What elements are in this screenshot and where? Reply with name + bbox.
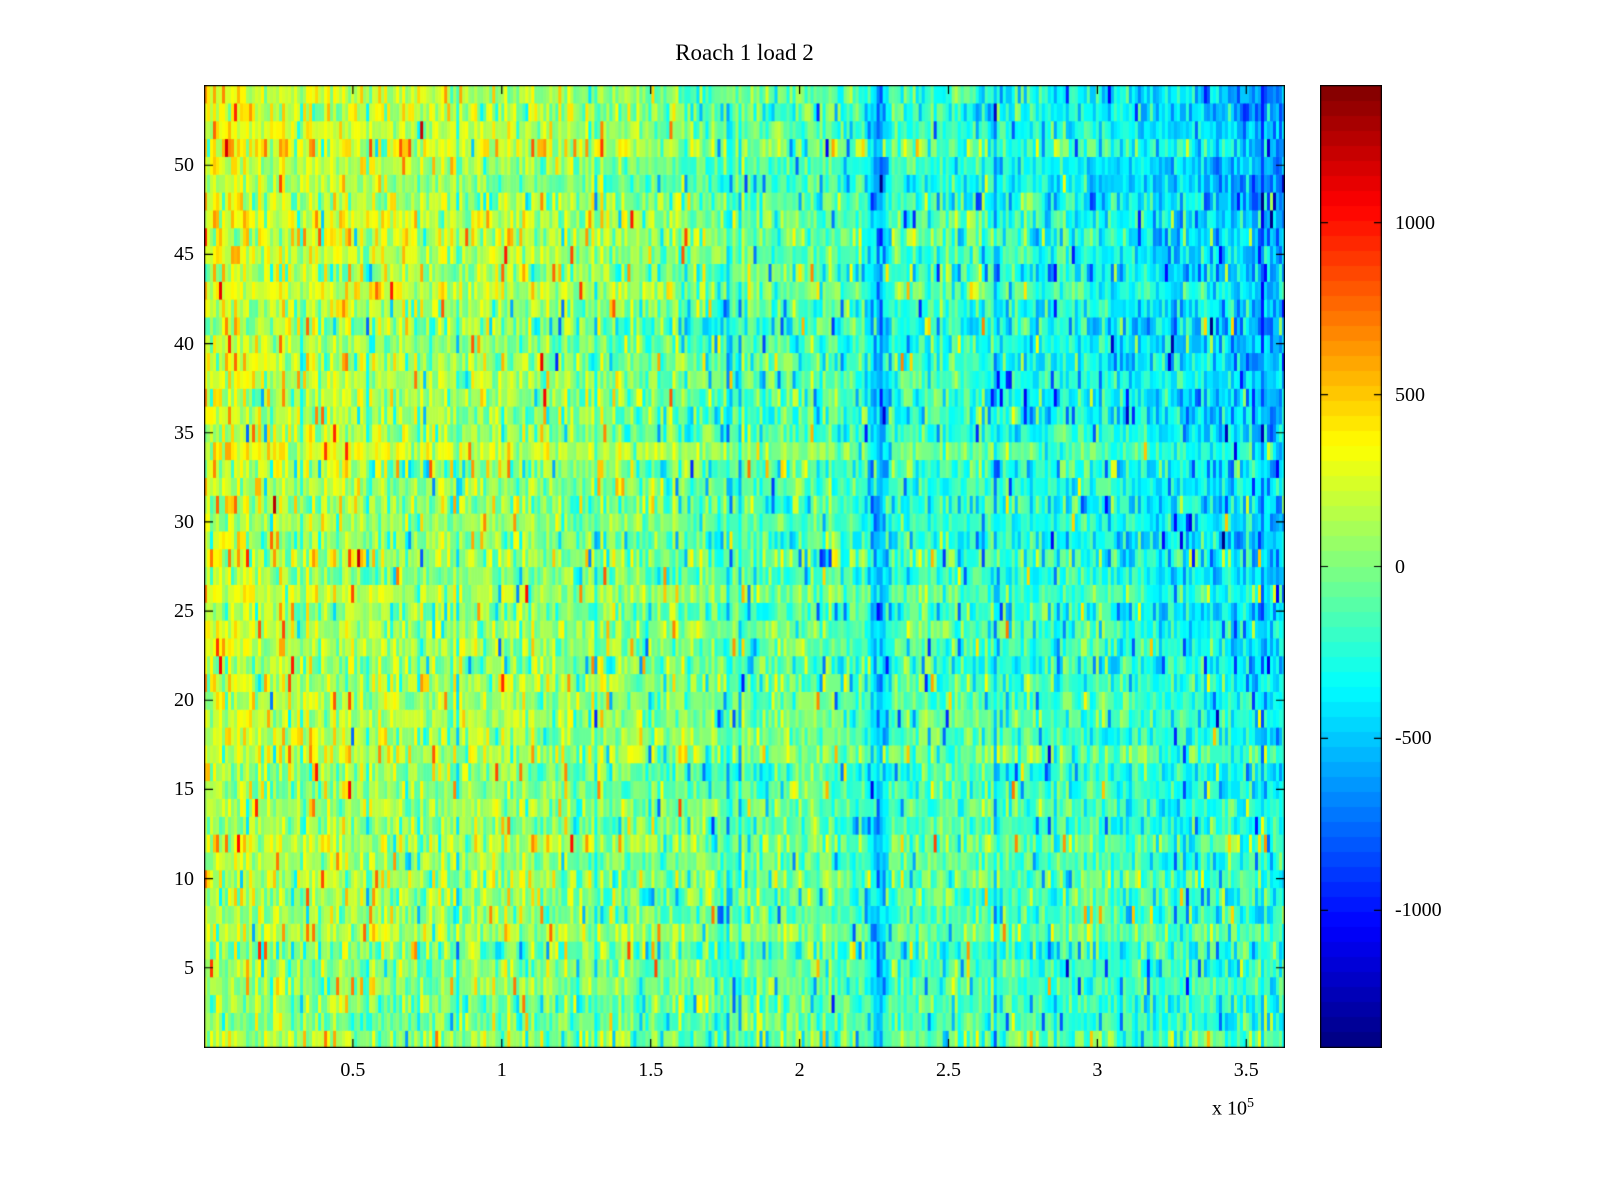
y-axis-tick-label: 10 [174, 867, 194, 890]
x-axis-tick-label: 1.5 [638, 1059, 664, 1081]
colorbar-tick-label: -1000 [1395, 899, 1442, 922]
x-axis-tick-label: 3.5 [1233, 1059, 1259, 1081]
y-axis-tick-label: 50 [174, 154, 194, 177]
y-axis-tick-label: 30 [174, 510, 194, 533]
y-axis-tick-label: 20 [174, 689, 194, 712]
chart-title: Roach 1 load 2 [675, 40, 814, 65]
y-axis-tick-label: 15 [174, 778, 194, 801]
colorbar [1320, 85, 1382, 1048]
x-axis-tick-label: 0.5 [340, 1059, 366, 1081]
x-axis-exponent-label: x 105 [1212, 1096, 1254, 1121]
colorbar-tick-label: 500 [1395, 383, 1425, 406]
y-axis-tick-label: 35 [174, 421, 194, 444]
y-axis-tick-label: 25 [174, 600, 194, 623]
y-axis-tick-label: 40 [174, 332, 194, 355]
heatmap-plot-area [204, 85, 1285, 1048]
colorbar-tick-label: 1000 [1395, 211, 1435, 234]
colorbar-tick-label: 0 [1395, 555, 1405, 578]
colorbar-tick-label: -500 [1395, 727, 1432, 750]
x-axis-tick-label: 1 [496, 1059, 507, 1081]
y-axis-tick-label: 5 [184, 956, 194, 979]
x-axis-tick-label: 2 [794, 1059, 805, 1081]
x-axis-tick-label: 3 [1092, 1059, 1103, 1081]
x-exponent-base: x 10 [1212, 1097, 1247, 1120]
y-axis-tick-label: 45 [174, 243, 194, 266]
x-axis-tick-label: 2.5 [935, 1059, 961, 1081]
x-exponent-power: 5 [1247, 1096, 1254, 1111]
